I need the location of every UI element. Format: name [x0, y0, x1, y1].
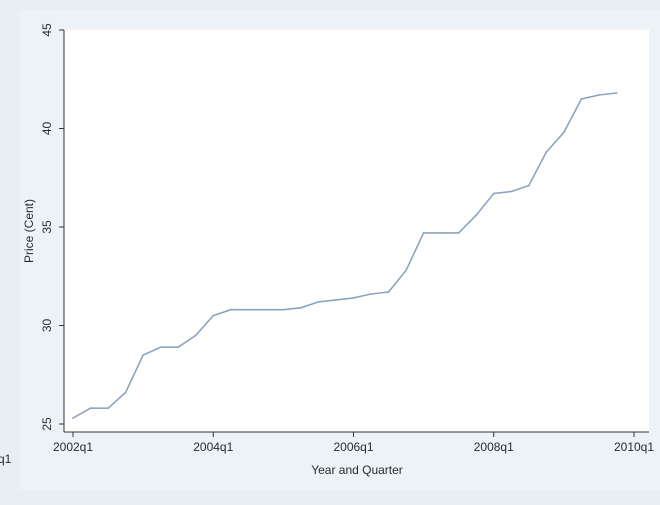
data-point — [300, 306, 302, 309]
x-tick-label: 2008q1 — [474, 440, 514, 454]
data-point — [545, 151, 548, 154]
data-point — [527, 184, 530, 187]
data-point — [475, 214, 478, 217]
price-series-line — [72, 92, 617, 419]
data-point — [89, 407, 92, 410]
data-point — [124, 391, 127, 394]
y-tick-label: 30 — [40, 319, 54, 333]
x-tick-label: 2002q1 — [53, 440, 93, 454]
data-point — [492, 192, 495, 195]
data-point — [335, 299, 337, 301]
data-point — [370, 293, 372, 295]
y-tick-label: 40 — [40, 122, 54, 136]
data-point — [159, 346, 162, 349]
data-point — [580, 98, 583, 100]
data-point — [510, 190, 513, 193]
cropped-edge-label: q1 — [0, 452, 12, 466]
data-point — [212, 314, 215, 317]
data-point — [563, 131, 565, 134]
data-point — [177, 346, 180, 349]
y-axis-title: Price (Cent) — [22, 199, 36, 263]
plot-area — [64, 30, 649, 432]
data-point — [72, 417, 74, 419]
data-point — [352, 297, 355, 299]
data-point — [422, 232, 425, 234]
x-tick-label: 2004q1 — [193, 440, 233, 454]
data-point — [317, 301, 320, 303]
data-point — [264, 308, 267, 311]
y-tick-label: 35 — [40, 220, 54, 234]
data-point — [405, 269, 407, 272]
data-point — [440, 232, 443, 234]
y-tick-label: 25 — [40, 417, 54, 431]
data-point — [194, 334, 197, 337]
data-point — [598, 94, 600, 96]
y-axis-ticks: 25 30 35 40 45 — [40, 23, 64, 431]
data-point — [107, 407, 109, 410]
data-point — [229, 308, 232, 311]
y-tick-label: 45 — [40, 23, 54, 37]
x-axis-ticks: 2002q1 2004q1 2006q1 2008q1 2010q1 — [53, 432, 654, 454]
data-point — [387, 291, 390, 293]
data-point — [457, 232, 460, 234]
data-point — [247, 308, 250, 311]
x-axis-title: Year and Quarter — [311, 463, 403, 477]
series-points — [72, 92, 618, 419]
x-tick-label: 2010q1 — [614, 440, 654, 454]
x-tick-label: 2006q1 — [333, 440, 373, 454]
data-point — [282, 308, 285, 311]
data-point — [615, 92, 618, 94]
data-point — [142, 354, 145, 356]
